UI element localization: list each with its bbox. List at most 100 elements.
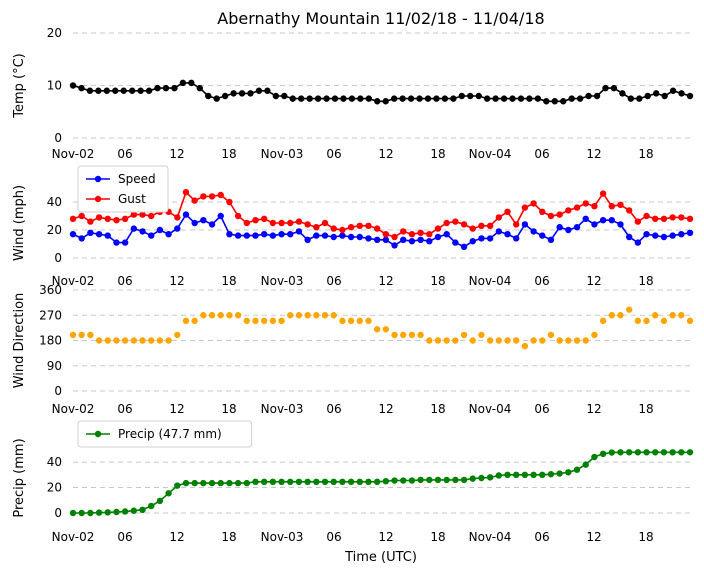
temp-data-point (500, 95, 508, 102)
direction-data-point (226, 312, 233, 319)
precip-x-tick-label: 12 (169, 530, 184, 544)
precip-47-7-mm-data-point (573, 466, 581, 473)
precip-47-7-mm-data-point (200, 479, 207, 487)
direction-data-point (426, 337, 433, 344)
direction-data-point (156, 337, 164, 344)
temp-x-tick-label: 18 (430, 147, 445, 161)
temp-data-point (230, 90, 237, 97)
speed-data-point (148, 232, 155, 239)
wind-y-axis-label: Wind (mph) (12, 185, 27, 261)
precip-47-7-mm-data-point (226, 479, 233, 487)
gust-data-point (573, 204, 581, 211)
temp-data-point (526, 95, 533, 102)
wind-x-tick-label: 12 (586, 274, 601, 288)
precip-47-7-mm-data-point (400, 477, 407, 484)
gust-data-point (339, 226, 346, 234)
speed-data-point (95, 231, 103, 238)
speed-data-point (460, 243, 468, 250)
gust-data-point (121, 215, 129, 222)
temp-data-point (585, 92, 592, 100)
precip-x-tick-label: 18 (430, 530, 445, 544)
temp-data-point (424, 95, 432, 102)
precip-47-7-mm-data-point (278, 478, 285, 486)
precip-47-7-mm-data-point (139, 506, 146, 514)
temp-data-point (407, 95, 415, 102)
precip-47-7-mm-data-point (408, 477, 416, 484)
temp-x-tick-label: 18 (221, 147, 236, 161)
precip-47-7-mm-data-point (486, 474, 494, 481)
precip-47-7-mm-data-point (252, 478, 259, 486)
gust-data-point (287, 219, 294, 227)
gust-data-point (313, 224, 320, 231)
temp-data-point (247, 90, 254, 97)
gust-data-point (304, 221, 311, 228)
gust-data-point (625, 207, 633, 214)
temp-data-point (145, 87, 153, 94)
direction-x-tick-label: 06 (326, 402, 341, 416)
gust-data-point (182, 189, 190, 196)
precip-x-tick-label: 12 (586, 530, 601, 544)
speed-data-point (443, 231, 450, 238)
precip-47-7-mm-data-point (95, 509, 103, 516)
temp-panel: 0 10 20 Temp (°C) Nov-02 06 12 18 Nov-03 06 12 18 No… (12, 26, 694, 161)
direction-data-point (191, 317, 198, 325)
precip-47-7-mm-data-point (634, 449, 642, 456)
gust-data-point (678, 214, 685, 221)
wind-x-tick-label: 12 (378, 274, 393, 288)
direction-data-point (330, 312, 337, 319)
gust-data-point (243, 219, 251, 227)
direction-y-tick-label: 270 (39, 308, 62, 322)
direction-data-point (400, 331, 407, 339)
direction-x-tick-label: Nov-03 (261, 402, 304, 416)
temp-data-point (213, 95, 220, 102)
speed-data-point (121, 239, 129, 246)
temp-data-point (86, 87, 94, 94)
speed-data-point (417, 236, 424, 243)
precip-47-7-mm-data-point (660, 449, 668, 456)
direction-data-point (69, 331, 77, 339)
direction-data-point (200, 312, 207, 319)
precip-47-7-mm-data-point (295, 478, 303, 486)
precip-47-7-mm-data-point (495, 472, 503, 479)
speed-data-point (174, 225, 181, 232)
speed-data-point (243, 232, 251, 239)
precip-47-7-mm-data-point (104, 509, 111, 516)
speed-data-point (530, 228, 537, 235)
precip-x-tick-label: Nov-04 (469, 530, 512, 544)
wind-x-tick-label: Nov-02 (52, 274, 95, 288)
direction-data-point (130, 337, 138, 344)
temp-x-tick-label: Nov-02 (52, 147, 95, 161)
precip-47-7-mm-data-point (452, 476, 459, 484)
speed-data-point (113, 239, 120, 246)
temp-data-point (661, 92, 668, 100)
temp-data-point (323, 95, 330, 102)
precip-47-7-mm-series-line (73, 451, 690, 514)
temp-data-point (441, 95, 449, 102)
precip-x-tick-label: Nov-02 (52, 530, 95, 544)
precip-x-tick-label: 06 (326, 530, 341, 544)
temp-data-point (171, 84, 178, 92)
direction-data-point (373, 326, 381, 333)
speed-data-point (599, 217, 607, 224)
temp-data-point (78, 84, 85, 92)
direction-x-tick-label: 12 (586, 402, 601, 416)
speed-data-point (165, 231, 172, 238)
temp-data-point (298, 95, 305, 102)
gust-data-point (269, 219, 277, 227)
precip-47-7-mm-data-point (69, 509, 77, 517)
direction-data-point (634, 317, 642, 325)
temp-data-point (534, 95, 542, 102)
gust-data-point (95, 214, 103, 221)
direction-data-point (678, 312, 685, 319)
temp-data-point (610, 84, 618, 92)
direction-data-point (443, 337, 450, 344)
gust-data-point (504, 208, 511, 215)
temp-y-tick-label: 10 (47, 79, 62, 93)
precip-47-7-mm-data-point (113, 508, 120, 516)
precip-47-7-mm-data-point (321, 478, 329, 486)
precip-47-7-mm-data-point (599, 450, 607, 458)
speed-data-point (295, 228, 303, 235)
temp-data-point (568, 95, 575, 102)
temp-data-point (120, 87, 127, 94)
gust-data-point (591, 203, 598, 210)
